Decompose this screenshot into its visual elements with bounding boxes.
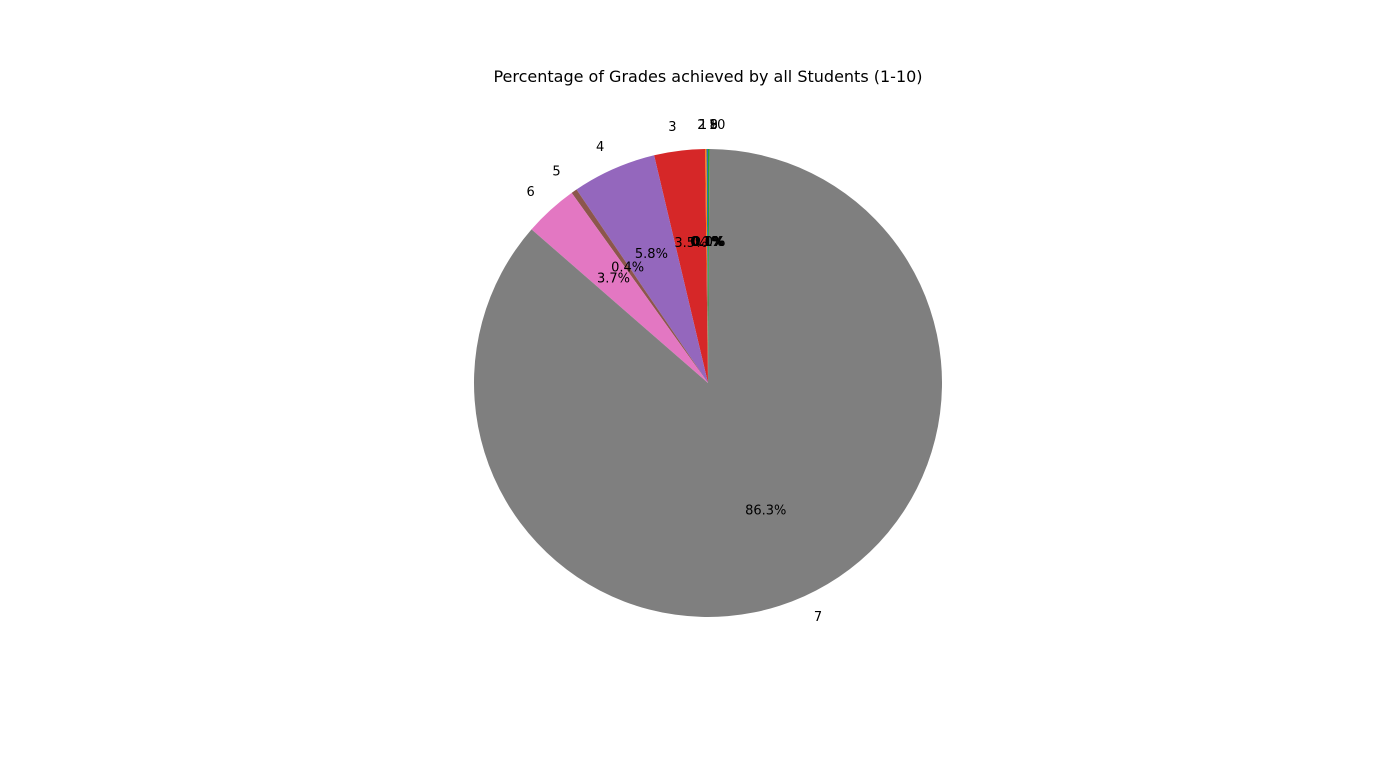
slice-label-10: 10: [709, 118, 726, 133]
slice-label-2: 2: [697, 118, 705, 133]
pct-label-10: 0.1%: [692, 235, 725, 250]
slice-label-9: 9: [710, 118, 718, 133]
slice-label-3: 3: [668, 120, 676, 135]
pct-label-1: 0.1%: [691, 235, 724, 250]
chart-title: Percentage of Grades achieved by all Stu…: [493, 67, 922, 86]
pie-slice-10: [708, 149, 710, 383]
slice-label-1: 1: [699, 118, 707, 133]
slice-label-5: 5: [552, 164, 560, 179]
pie-slice-7: [474, 149, 943, 617]
pct-label-2: 0.1%: [690, 235, 723, 250]
pie-slice-2: [705, 149, 708, 383]
slice-label-7: 7: [814, 610, 822, 625]
pct-label-9: 0.0%: [692, 235, 725, 250]
pct-label-3: 3.5%: [674, 236, 707, 251]
slice-label-6: 6: [526, 185, 534, 200]
pct-label-6: 3.7%: [597, 272, 630, 287]
pie-slice-6: [531, 192, 708, 383]
pie-slice-5: [571, 189, 708, 383]
pie-labels: 10.1%20.1%33.5%45.8%50.4%63.7%786.3%80.0…: [526, 118, 822, 625]
pie-slice-3: [654, 149, 708, 383]
pct-label-7: 86.3%: [745, 503, 786, 518]
slice-label-4: 4: [596, 140, 604, 155]
pie-slices: [474, 149, 943, 617]
pie-slice-4: [576, 155, 708, 383]
pie-slice-1: [706, 149, 708, 383]
slice-label-8: 8: [710, 118, 718, 133]
pct-label-4: 5.8%: [635, 247, 668, 262]
pct-label-5: 0.4%: [611, 260, 644, 275]
pct-label-8: 0.0%: [692, 235, 725, 250]
